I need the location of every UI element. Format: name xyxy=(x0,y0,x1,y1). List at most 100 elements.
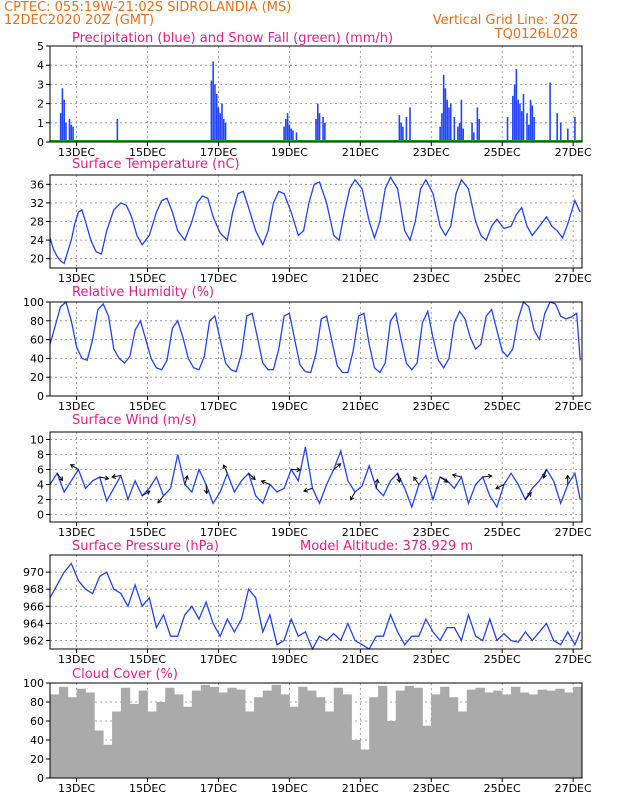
y-tick-label: 100 xyxy=(23,296,44,309)
precip-bar xyxy=(448,107,450,142)
wind-arrow-head xyxy=(527,491,532,497)
x-tick-label: 15DEC xyxy=(129,653,166,666)
header-grid-line: Vertical Grid Line: 20Z xyxy=(433,13,578,28)
cloud-bar xyxy=(227,687,237,778)
panel-2: 0 20 40 60 80 100 13DEC 15DEC 17DEC 19DEC 21DEC 23D… xyxy=(23,285,592,413)
cloud-bar xyxy=(466,689,476,778)
precip-bar xyxy=(292,130,294,142)
x-tick-label: 23DEC xyxy=(413,146,450,159)
wind-arrow-head xyxy=(487,473,493,479)
y-tick-label: 0 xyxy=(37,136,44,149)
cloud-bar xyxy=(183,706,193,778)
cloud-bar xyxy=(112,711,122,778)
wind-arrow-shaft xyxy=(333,463,341,470)
wind-arrow-shaft xyxy=(111,475,122,478)
y-tick-label: 970 xyxy=(23,566,44,579)
x-tick-label: 27DEC xyxy=(555,526,592,539)
wind-arrow-shaft xyxy=(375,479,379,489)
precip-bar xyxy=(517,99,519,142)
x-tick-label: 23DEC xyxy=(413,272,450,285)
wind-arrow xyxy=(439,476,449,483)
precip-bar xyxy=(442,74,445,142)
precip-bar xyxy=(458,122,461,142)
x-tick-label: 15DEC xyxy=(129,526,166,539)
precip-bar xyxy=(531,105,534,142)
panel-4: 962 964 966 968 970 13DEC 15DEC 17DEC 19DEC 21DEC… xyxy=(23,539,592,666)
y-tick-label: 40 xyxy=(30,352,44,365)
cloud-bar xyxy=(342,694,352,778)
cloud-bar xyxy=(511,686,521,778)
cloud-bar xyxy=(76,688,86,778)
x-tick-label: 19DEC xyxy=(271,653,308,666)
x-tick-label: 19DEC xyxy=(271,146,308,159)
wind-arrow-head xyxy=(495,485,501,490)
precip-bar xyxy=(285,118,287,142)
x-tick-label: 23DEC xyxy=(413,653,450,666)
x-tick-label: 27DEC xyxy=(555,653,592,666)
y-tick-label: 4 xyxy=(37,479,44,492)
wind-arrow-shaft xyxy=(524,492,532,500)
y-tick-label: 968 xyxy=(23,583,44,596)
wind-arrow-head xyxy=(157,498,162,504)
precip-bar xyxy=(556,113,558,142)
precip-bar xyxy=(559,122,562,142)
precip-bar xyxy=(400,122,402,142)
precip-bar xyxy=(402,126,404,142)
x-tick-label: 13DEC xyxy=(58,526,95,539)
precip-bar xyxy=(409,107,411,142)
y-tick-label: 3 xyxy=(37,78,44,91)
cloud-bar xyxy=(537,689,547,778)
y-tick-label: 964 xyxy=(23,617,44,630)
x-tick-label: 19DEC xyxy=(271,400,308,413)
cloud-bar xyxy=(103,744,113,778)
panel-frame xyxy=(49,45,583,143)
wind-arrow xyxy=(203,484,209,495)
panel-frame xyxy=(49,554,583,650)
wind-arrow-shaft xyxy=(56,472,63,481)
precip-bar xyxy=(462,128,464,142)
cloud-bar xyxy=(129,703,140,778)
x-tick-label: 27DEC xyxy=(555,400,592,413)
wind-arrow-head xyxy=(451,473,457,479)
y-tick-label: 32 xyxy=(30,197,44,210)
wind-arrow-shaft xyxy=(439,476,448,483)
y-tick-label: 28 xyxy=(30,216,44,229)
wind-arrow xyxy=(248,472,256,481)
precip-bar xyxy=(476,107,479,142)
y-tick-label: 0 xyxy=(37,772,44,785)
wind-arrow xyxy=(222,464,228,474)
wind-arrow-shaft xyxy=(223,464,228,474)
cloud-bar xyxy=(360,749,370,778)
cloud-bar xyxy=(413,687,423,778)
precip-bar xyxy=(405,117,408,142)
precip-bar xyxy=(283,126,285,142)
cloud-bar xyxy=(209,686,219,778)
panel-frame xyxy=(49,682,583,779)
series-line xyxy=(49,300,581,374)
wind-arrow xyxy=(374,478,380,489)
header-model-code: TQ0126L028 xyxy=(494,27,578,42)
wind-arrow-head xyxy=(203,489,209,495)
wind-arrow-shaft xyxy=(157,495,164,504)
y-tick-label: 24 xyxy=(30,234,44,247)
x-tick-label: 17DEC xyxy=(200,146,237,159)
y-tick-label: 6 xyxy=(37,464,44,477)
cloud-bar xyxy=(280,694,290,778)
cloud-bar xyxy=(528,694,539,778)
precip-bar xyxy=(533,117,535,142)
x-tick-label: 15DEC xyxy=(129,146,166,159)
cloud-bar xyxy=(156,702,166,778)
cloud-bar xyxy=(94,730,104,778)
cloud-bar xyxy=(307,690,317,778)
cloud-bar xyxy=(50,694,60,778)
wind-arrow xyxy=(451,473,462,479)
precip-bar xyxy=(288,124,291,142)
precip-bar xyxy=(214,84,216,142)
x-tick-label: 27DEC xyxy=(555,272,592,285)
precip-bar xyxy=(221,103,223,142)
wind-arrow xyxy=(333,463,342,470)
x-tick-label: 25DEC xyxy=(484,272,521,285)
precip-bar xyxy=(460,99,463,142)
x-tick-label: 23DEC xyxy=(413,400,450,413)
precip-bar xyxy=(322,117,324,142)
